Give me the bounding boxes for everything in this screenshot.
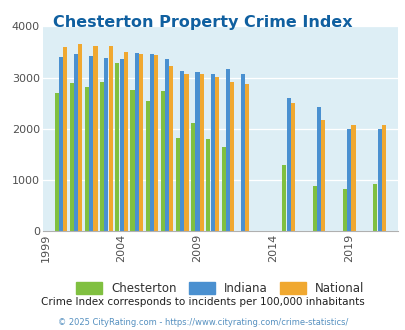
Bar: [119, 59, 124, 231]
Bar: [180, 71, 184, 231]
Text: © 2025 CityRating.com - https://www.cityrating.com/crime-statistics/: © 2025 CityRating.com - https://www.city…: [58, 318, 347, 327]
Bar: [115, 63, 119, 231]
Bar: [214, 77, 218, 231]
Bar: [85, 87, 89, 231]
Bar: [191, 122, 195, 231]
Bar: [312, 186, 316, 231]
Bar: [145, 101, 149, 231]
Bar: [74, 53, 78, 231]
Bar: [108, 46, 113, 231]
Bar: [210, 75, 214, 231]
Bar: [286, 98, 290, 231]
Bar: [346, 129, 350, 231]
Bar: [195, 72, 199, 231]
Bar: [230, 82, 234, 231]
Bar: [225, 69, 229, 231]
Bar: [281, 165, 286, 231]
Bar: [241, 75, 245, 231]
Bar: [104, 58, 108, 231]
Bar: [169, 66, 173, 231]
Bar: [139, 53, 143, 231]
Bar: [221, 147, 225, 231]
Bar: [351, 125, 355, 231]
Bar: [165, 59, 169, 231]
Bar: [199, 75, 203, 231]
Bar: [54, 93, 58, 231]
Bar: [342, 189, 346, 231]
Bar: [93, 46, 97, 231]
Bar: [316, 107, 320, 231]
Text: Crime Index corresponds to incidents per 100,000 inhabitants: Crime Index corresponds to incidents per…: [41, 297, 364, 307]
Bar: [89, 55, 93, 231]
Bar: [320, 120, 324, 231]
Bar: [160, 91, 164, 231]
Bar: [381, 125, 385, 231]
Bar: [63, 47, 67, 231]
Bar: [124, 52, 128, 231]
Bar: [245, 84, 249, 231]
Bar: [130, 90, 134, 231]
Bar: [59, 57, 63, 231]
Bar: [377, 129, 381, 231]
Bar: [373, 184, 377, 231]
Bar: [149, 53, 153, 231]
Bar: [206, 140, 210, 231]
Bar: [290, 103, 294, 231]
Bar: [184, 75, 188, 231]
Bar: [100, 82, 104, 231]
Bar: [70, 83, 74, 231]
Text: Chesterton Property Crime Index: Chesterton Property Crime Index: [53, 15, 352, 30]
Bar: [134, 53, 139, 231]
Bar: [78, 44, 82, 231]
Legend: Chesterton, Indiana, National: Chesterton, Indiana, National: [76, 282, 364, 295]
Bar: [154, 55, 158, 231]
Bar: [175, 138, 180, 231]
